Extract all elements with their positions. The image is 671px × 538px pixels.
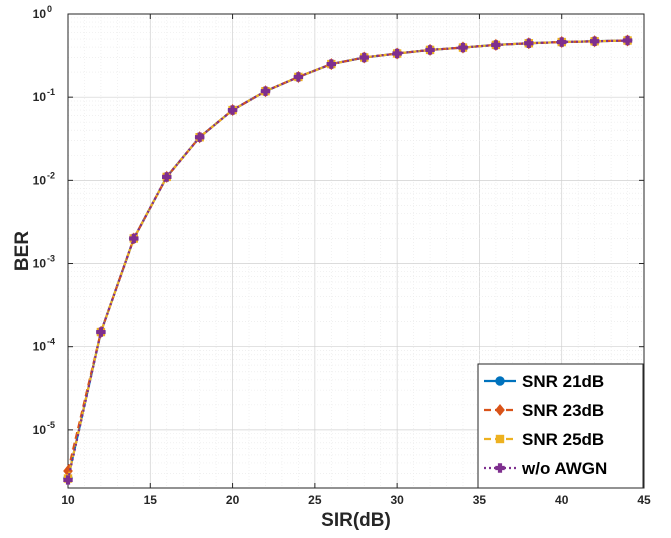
x-tick-label: 35: [473, 493, 487, 507]
legend-label: SNR 25dB: [522, 430, 604, 449]
data-point: [96, 327, 106, 337]
legend-marker: [495, 434, 505, 444]
data-point: [557, 37, 567, 47]
marker-cross-shape: [557, 37, 567, 47]
marker-cross-shape: [96, 327, 106, 337]
legend-marker: [495, 404, 505, 416]
data-point: [589, 36, 600, 46]
marker-cross-shape: [194, 132, 205, 142]
y-tick-label: 10 -1: [33, 87, 55, 104]
x-tick-label: 25: [308, 493, 322, 507]
y-tick-exponent: -3: [47, 254, 55, 264]
marker-cross-shape: [293, 72, 304, 82]
y-tick-base: 10: [33, 7, 47, 21]
y-tick-exponent: -5: [47, 420, 55, 430]
y-tick-label: 10 -3: [33, 254, 55, 271]
legend-entry: w/o AWGN: [484, 459, 607, 478]
marker-cross-shape: [162, 172, 172, 182]
marker-cross-shape: [524, 38, 534, 48]
legend-label: SNR 21dB: [522, 372, 604, 391]
data-point: [63, 475, 73, 485]
y-tick-base: 10: [33, 423, 47, 437]
x-tick-label: 40: [555, 493, 569, 507]
legend-label: SNR 23dB: [522, 401, 604, 420]
x-tick-label: 45: [637, 493, 651, 507]
marker-cross-shape: [589, 36, 600, 46]
y-tick-exponent: -2: [47, 170, 55, 180]
data-point: [392, 48, 402, 59]
series-line: [66, 39, 628, 481]
marker-cross-shape: [227, 105, 238, 115]
data-point: [524, 38, 534, 48]
marker-cross-shape: [491, 40, 501, 50]
x-tick-label: 10: [61, 493, 75, 507]
marker-cross-shape: [260, 86, 271, 96]
data-point: [491, 40, 501, 50]
y-tick-exponent: -4: [47, 337, 55, 347]
x-tick-label: 15: [144, 493, 158, 507]
data-point: [260, 86, 271, 96]
legend-entry: SNR 25dB: [484, 430, 604, 449]
x-axis-label: SIR(dB): [321, 510, 391, 531]
legend-label: w/o AWGN: [521, 459, 607, 478]
marker-cross-shape: [392, 48, 402, 59]
y-tick-label: 10 0: [33, 4, 52, 21]
data-point: [326, 59, 337, 69]
legend: SNR 21dB SNR 23dB SNR 25dB w/o AWGN: [477, 363, 644, 489]
marker-cross-shape: [458, 42, 468, 53]
y-tick-label: 10 -4: [33, 337, 55, 354]
data-point: [359, 52, 369, 63]
marker-cross-shape: [63, 475, 73, 485]
y-tick-label: 10 -2: [33, 170, 55, 187]
data-point: [293, 72, 304, 82]
marker-cross-shape: [622, 35, 633, 46]
y-tick-exponent: 0: [47, 4, 52, 14]
y-tick-base: 10: [33, 90, 47, 104]
series-4: [63, 35, 633, 485]
legend-marker: [495, 463, 505, 473]
x-tick-label: 30: [390, 493, 404, 507]
marker-cross-shape: [425, 45, 435, 55]
marker-cross-shape: [129, 233, 139, 244]
data-point: [162, 172, 172, 182]
y-tick-base: 10: [33, 173, 47, 187]
series-group: [63, 34, 633, 485]
legend-entry: SNR 21dB: [484, 372, 604, 391]
plot-area: [67, 13, 645, 489]
data-point: [458, 42, 468, 53]
data-point: [129, 233, 139, 244]
y-tick-base: 10: [33, 257, 47, 271]
y-tick-label: 10 -5: [33, 420, 55, 437]
marker-cross-shape: [495, 463, 505, 473]
legend-marker: [495, 376, 505, 386]
y-tick-base: 10: [33, 340, 47, 354]
data-point: [622, 35, 633, 46]
x-tick-label: 20: [226, 493, 240, 507]
y-tick-exponent: -1: [47, 87, 55, 97]
data-point: [194, 132, 205, 142]
data-point: [227, 105, 238, 115]
data-point: [425, 45, 435, 55]
legend-entry: SNR 23dB: [484, 401, 604, 420]
marker-cross-shape: [326, 59, 337, 69]
y-axis-label: BER: [12, 231, 33, 271]
marker-cross-shape: [359, 52, 369, 63]
